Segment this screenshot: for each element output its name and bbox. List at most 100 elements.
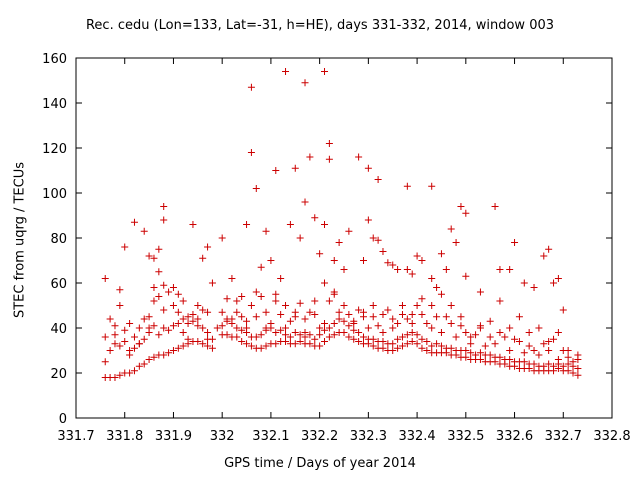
data-point — [277, 326, 285, 334]
data-point — [155, 245, 163, 253]
data-point — [374, 236, 382, 244]
data-point — [374, 322, 382, 330]
data-point — [462, 209, 470, 217]
x-tick-label: 332.8 — [593, 429, 630, 444]
data-point — [243, 317, 251, 325]
data-point — [437, 329, 445, 336]
data-point — [335, 315, 343, 323]
data-point — [194, 315, 202, 323]
data-point — [389, 347, 397, 354]
data-point — [374, 176, 382, 183]
data-point — [530, 284, 538, 291]
data-point — [179, 315, 187, 323]
y-tick-label: 120 — [42, 142, 67, 157]
data-point — [247, 342, 255, 350]
data-point — [428, 182, 436, 190]
data-point — [408, 338, 416, 345]
x-tick-label: 332.5 — [447, 429, 484, 444]
data-point — [330, 288, 338, 296]
data-point — [403, 182, 411, 190]
data-point — [233, 333, 241, 341]
data-point — [389, 261, 397, 269]
data-point — [311, 297, 319, 305]
data-point — [462, 347, 470, 354]
data-point — [476, 324, 484, 332]
data-point — [457, 313, 465, 321]
data-point — [467, 333, 475, 341]
data-point — [301, 329, 309, 336]
data-point — [433, 284, 441, 291]
data-point — [359, 313, 367, 321]
data-point — [428, 275, 436, 282]
data-point — [311, 214, 319, 222]
chart-title: Rec. cedu (Lon=133, Lat=-31, h=HE), days… — [85, 18, 555, 33]
data-point — [496, 266, 504, 273]
data-point — [184, 320, 192, 327]
data-point — [525, 329, 533, 336]
data-point — [384, 306, 392, 314]
data-point — [247, 302, 255, 309]
data-point — [101, 358, 109, 366]
data-point — [252, 333, 260, 341]
data-point — [233, 308, 241, 316]
data-point — [418, 344, 426, 352]
data-point — [408, 270, 416, 278]
data-point — [291, 329, 299, 336]
data-point — [564, 360, 572, 368]
data-point — [130, 218, 138, 226]
data-point — [520, 349, 528, 357]
data-point — [311, 335, 319, 343]
data-point — [535, 324, 543, 332]
data-point — [350, 320, 358, 327]
x-tick-label: 332.1 — [252, 429, 289, 444]
data-point — [321, 338, 329, 345]
data-point — [189, 221, 197, 228]
data-point — [345, 227, 353, 235]
data-point — [262, 324, 270, 332]
data-point — [199, 254, 207, 262]
data-point — [355, 329, 363, 336]
data-point — [554, 356, 562, 363]
data-point — [321, 68, 329, 75]
data-point — [111, 331, 119, 339]
data-point — [340, 329, 348, 336]
data-point — [296, 338, 304, 345]
data-point — [423, 338, 431, 345]
data-point — [433, 340, 441, 348]
data-point — [150, 254, 158, 262]
data-point — [481, 342, 489, 350]
data-point — [155, 268, 163, 276]
data-point — [340, 302, 348, 309]
data-point — [569, 358, 577, 366]
data-point — [413, 331, 421, 339]
y-tick-label: 160 — [42, 52, 67, 67]
data-point — [335, 308, 343, 316]
data-point — [121, 326, 129, 334]
data-point — [379, 311, 387, 318]
data-point — [428, 342, 436, 350]
data-point — [364, 164, 372, 172]
data-point — [345, 311, 353, 318]
data-point — [467, 349, 475, 357]
data-point — [452, 239, 460, 246]
data-point — [515, 338, 523, 345]
data-point — [135, 362, 143, 370]
data-point — [272, 290, 280, 298]
data-point — [325, 324, 333, 332]
data-point — [296, 331, 304, 339]
data-point — [243, 221, 251, 228]
data-point — [486, 317, 494, 325]
data-point — [306, 340, 314, 348]
data-point — [257, 344, 265, 352]
data-point — [398, 333, 406, 341]
data-point — [291, 313, 299, 321]
x-tick-label: 332.3 — [350, 429, 387, 444]
data-point — [506, 356, 514, 363]
data-point — [282, 338, 290, 345]
data-point — [540, 340, 548, 348]
data-point — [350, 326, 358, 334]
data-point — [574, 356, 582, 363]
data-point — [174, 290, 182, 298]
data-point — [369, 335, 377, 343]
